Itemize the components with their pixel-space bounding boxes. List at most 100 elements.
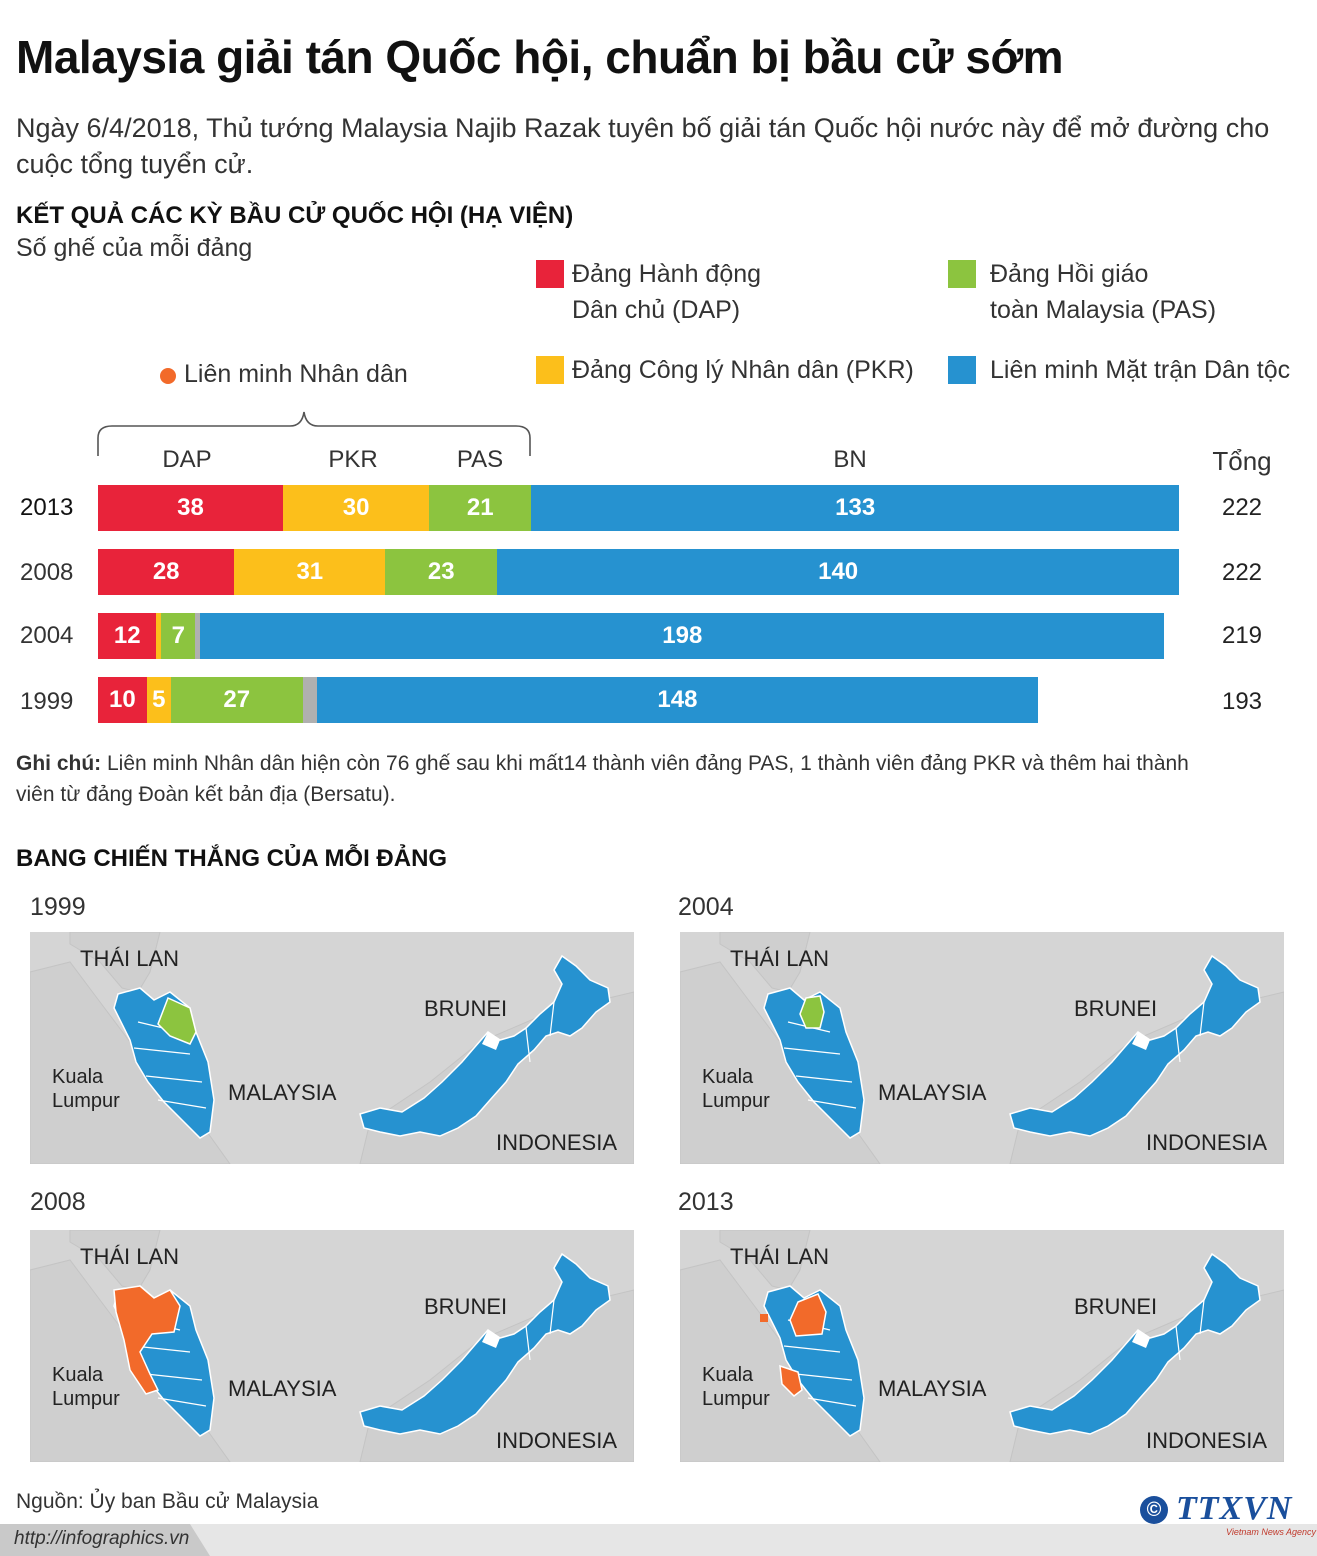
map-2004-kl-1: Kuala bbox=[702, 1066, 754, 1088]
note-label: Ghi chú: bbox=[16, 752, 102, 775]
map-1999-malaysia: MALAYSIA bbox=[228, 1080, 337, 1105]
total-2008: 222 bbox=[1221, 559, 1263, 586]
map-2013-kl-2: Lumpur bbox=[702, 1388, 770, 1410]
year-label-2008: 2008 bbox=[20, 559, 74, 586]
map-year-2013: 2013 bbox=[678, 1188, 734, 1216]
bar-segment-2008-pas: 23 bbox=[385, 549, 498, 595]
map-2013-alliance-region-2 bbox=[779, 1364, 803, 1397]
url-tab bbox=[0, 1524, 210, 1556]
bar-segment-2013-pkr: 30 bbox=[283, 485, 430, 531]
map-2013-indonesia: INDONESIA bbox=[1146, 1428, 1268, 1453]
map-year-2004: 2004 bbox=[678, 893, 734, 921]
bar-segment-2013-bn: 133 bbox=[531, 485, 1179, 531]
legend-swatch-pas bbox=[948, 260, 976, 288]
intro-text: Ngày 6/4/2018, Thủ tướng Malaysia Najib … bbox=[16, 113, 1270, 179]
map-2008-kl-1: Kuala bbox=[52, 1364, 104, 1386]
bar-segment-2013-dap: 38 bbox=[98, 485, 284, 531]
bar-segment-1999-other bbox=[302, 677, 318, 723]
map-2004-kl-2: Lumpur bbox=[702, 1090, 770, 1112]
alliance-dot bbox=[160, 368, 176, 384]
col-header-total: Tổng bbox=[1212, 446, 1272, 476]
bar-segment-2004-pkr bbox=[156, 613, 162, 659]
bar-segment-2004-pas: 7 bbox=[161, 613, 196, 659]
map-2008-thailand: THÁI LAN bbox=[80, 1244, 180, 1269]
chart-note: Ghi chú: Liên minh Nhân dân hiện còn 76 … bbox=[16, 748, 1216, 810]
legend-swatch-bn bbox=[948, 356, 976, 384]
bar-value-label: 30 bbox=[342, 494, 370, 521]
map-2013-thailand: THÁI LAN bbox=[730, 1244, 830, 1269]
bar-value-label: 133 bbox=[835, 494, 876, 521]
total-1999: 193 bbox=[1221, 688, 1263, 715]
map-2008-kl-2: Lumpur bbox=[52, 1388, 120, 1410]
footer-url[interactable]: http://infographics.vn bbox=[14, 1528, 190, 1549]
map-2008-malaysia: MALAYSIA bbox=[228, 1376, 337, 1401]
map-2013-alliance-region-1 bbox=[789, 1293, 827, 1337]
bar-segment-2008-pkr: 31 bbox=[234, 549, 386, 595]
map-year-2008: 2008 bbox=[30, 1188, 86, 1216]
map-2013: THÁI LAN BRUNEI MALAYSIA INDONESIA Kuala… bbox=[680, 1230, 1284, 1462]
year-label-2013: 2013 bbox=[20, 494, 74, 521]
map-2004-pas-region bbox=[799, 995, 825, 1029]
source-text: Nguồn: Ủy ban Bầu cử Malaysia bbox=[16, 1490, 319, 1513]
col-header-pkr: PKR bbox=[328, 446, 378, 473]
copyright-icon: © bbox=[1140, 1496, 1168, 1524]
map-2008-indonesia: INDONESIA bbox=[496, 1428, 618, 1453]
col-header-pas: PAS bbox=[456, 446, 504, 473]
bar-value-label: 38 bbox=[177, 494, 204, 521]
page-title: Malaysia giải tán Quốc hội, chuẩn bị bầu… bbox=[16, 31, 1064, 83]
bar-value-label: 23 bbox=[427, 558, 455, 585]
map-2004-malaysia: MALAYSIA bbox=[878, 1080, 987, 1105]
legend-label-dap-1: Đảng Hành động bbox=[572, 260, 762, 288]
bar-value-label: 12 bbox=[113, 622, 141, 649]
map-2013-alliance-region-3 bbox=[760, 1314, 768, 1322]
bar-segment-2013-pas: 21 bbox=[429, 485, 532, 531]
year-label-1999: 1999 bbox=[20, 688, 74, 715]
map-2013-malaysia: MALAYSIA bbox=[878, 1376, 987, 1401]
bar-segment-2008-dap: 28 bbox=[98, 549, 235, 595]
legend-swatch-pkr bbox=[536, 356, 564, 384]
map-2004-indonesia: INDONESIA bbox=[1146, 1130, 1268, 1155]
legend-label-bn: Liên minh Mặt trận Dân tộc bbox=[990, 356, 1291, 384]
chart-subtitle: Số ghế của mỗi đảng bbox=[16, 234, 253, 262]
legend-swatch-dap bbox=[536, 260, 564, 288]
year-label-2004: 2004 bbox=[20, 622, 74, 649]
chart-section-title: KẾT QUẢ CÁC KỲ BẦU CỬ QUỐC HỘI (HẠ VIỆN) bbox=[16, 202, 574, 229]
alliance-brace bbox=[97, 411, 531, 456]
maps-section-title: BANG CHIẾN THẮNG CỦA MỖI ĐẢNG bbox=[16, 845, 448, 872]
map-2004-thailand: THÁI LAN bbox=[730, 946, 830, 971]
map-1999-brunei: BRUNEI bbox=[424, 996, 508, 1021]
bar-segment-1999-dap: 10 bbox=[98, 677, 147, 723]
legend-label-pas-2: toàn Malaysia (PAS) bbox=[990, 296, 1217, 324]
bar-value-label: 21 bbox=[466, 494, 494, 521]
col-header-dap: DAP bbox=[162, 446, 212, 473]
bar-value-label: 28 bbox=[152, 558, 180, 585]
map-2008-alliance-region bbox=[113, 1285, 181, 1395]
map-1999-kl-2: Lumpur bbox=[52, 1090, 120, 1112]
ttxvn-logo: TTXVN bbox=[1176, 1490, 1293, 1527]
map-2004-brunei: BRUNEI bbox=[1074, 996, 1158, 1021]
bar-value-label: 148 bbox=[657, 686, 698, 713]
map-1999-thailand: THÁI LAN bbox=[80, 946, 180, 971]
bar-segment-2004-dap: 12 bbox=[98, 613, 157, 659]
legend-label-dap-2: Dân chủ (DAP) bbox=[572, 296, 741, 324]
bar-segment-2004-bn: 198 bbox=[200, 613, 1165, 659]
bar-value-label: 10 bbox=[108, 686, 136, 713]
map-2008-brunei: BRUNEI bbox=[424, 1294, 508, 1319]
legend-label-pkr: Đảng Công lý Nhân dân (PKR) bbox=[572, 356, 914, 384]
legend-label-pas-1: Đảng Hồi giáo bbox=[990, 260, 1149, 288]
map-1999-pas-region bbox=[157, 996, 197, 1045]
map-2013-kl-1: Kuala bbox=[702, 1364, 754, 1386]
bar-value-label: 140 bbox=[818, 558, 859, 585]
footer-bar bbox=[0, 1524, 1317, 1556]
bar-value-label: 7 bbox=[171, 622, 186, 649]
bar-segment-2008-bn: 140 bbox=[497, 549, 1179, 595]
total-2004: 219 bbox=[1221, 622, 1263, 649]
note-text: Liên minh Nhân dân hiện còn 76 ghế sau k… bbox=[16, 752, 1189, 806]
bar-segment-1999-bn: 148 bbox=[317, 677, 1038, 723]
col-header-bn: BN bbox=[833, 446, 867, 473]
bar-segment-1999-pas: 27 bbox=[171, 677, 303, 723]
map-2008: THÁI LAN BRUNEI MALAYSIA INDONESIA Kuala… bbox=[30, 1230, 634, 1462]
map-2004: THÁI LAN BRUNEI MALAYSIA INDONESIA Kuala… bbox=[680, 932, 1284, 1164]
bar-value-label: 27 bbox=[223, 686, 251, 713]
total-2013: 222 bbox=[1221, 494, 1263, 521]
